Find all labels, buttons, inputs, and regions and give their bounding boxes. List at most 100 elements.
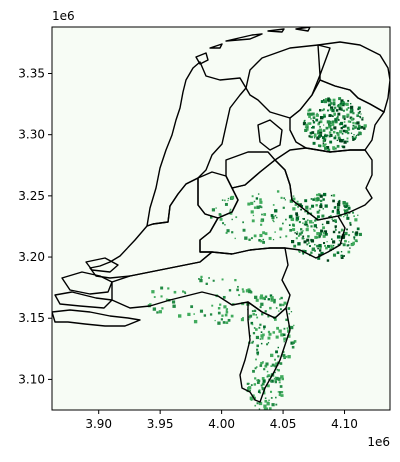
- x-tick-label: 4.05: [270, 417, 297, 431]
- raster-cell: [315, 204, 318, 207]
- raster-cell: [357, 133, 360, 136]
- raster-cell: [270, 397, 273, 399]
- raster-cell: [350, 109, 353, 112]
- raster-cell: [319, 194, 323, 198]
- raster-cell: [303, 218, 306, 220]
- raster-cell: [225, 321, 229, 325]
- raster-cell: [274, 231, 276, 233]
- raster-cell: [316, 232, 320, 236]
- raster-cell: [351, 127, 355, 130]
- raster-cell: [349, 247, 351, 249]
- raster-cell: [317, 122, 320, 126]
- raster-cell: [333, 206, 337, 209]
- raster-cell: [205, 282, 208, 285]
- raster-cell: [343, 140, 347, 144]
- raster-cell: [336, 117, 339, 120]
- raster-cell: [319, 109, 322, 112]
- raster-cell: [307, 109, 310, 112]
- raster-cell: [344, 211, 348, 215]
- raster-cell: [259, 306, 262, 309]
- raster-cell: [312, 121, 316, 124]
- raster-cell: [224, 224, 226, 226]
- raster-cell: [318, 235, 321, 238]
- raster-cell: [270, 380, 273, 383]
- x-tick-label: 4.10: [331, 417, 358, 431]
- raster-cell: [334, 147, 337, 150]
- raster-cell: [350, 243, 353, 247]
- raster-cell: [334, 106, 337, 109]
- raster-cell: [310, 118, 312, 120]
- raster-cell: [261, 382, 265, 386]
- raster-cell: [287, 307, 291, 310]
- raster-cell: [289, 199, 294, 203]
- raster-cell: [267, 298, 270, 301]
- raster-cell: [356, 121, 360, 125]
- raster-cell: [342, 145, 346, 149]
- raster-cell: [256, 316, 259, 319]
- raster-cell: [296, 219, 299, 221]
- raster-cell: [292, 341, 295, 345]
- raster-cell: [261, 377, 265, 380]
- raster-cell: [287, 355, 291, 359]
- raster-cell: [332, 194, 336, 197]
- raster-cell: [275, 362, 279, 366]
- raster-cell: [320, 229, 323, 233]
- raster-cell: [242, 290, 245, 293]
- raster-cell: [261, 387, 265, 391]
- raster-cell: [340, 242, 343, 245]
- raster-cell: [260, 223, 263, 226]
- raster-cell: [329, 127, 332, 130]
- raster-cell: [260, 219, 263, 223]
- raster-cell: [331, 108, 335, 113]
- raster-cell: [343, 255, 345, 257]
- raster-cell: [242, 221, 245, 224]
- raster-cell: [222, 222, 225, 225]
- raster-cell: [313, 133, 317, 137]
- raster-cell: [283, 301, 287, 305]
- province-boundaries: [52, 27, 390, 403]
- x-tick-label: 3.90: [85, 417, 112, 431]
- raster-cell: [331, 122, 335, 126]
- raster-cell: [327, 104, 330, 107]
- raster-cell: [310, 135, 313, 139]
- raster-cell: [359, 116, 362, 119]
- raster-cell: [342, 115, 346, 119]
- raster-cell: [357, 124, 361, 128]
- raster-cell: [283, 341, 285, 343]
- raster-cell: [337, 201, 341, 204]
- raster-cell: [337, 104, 340, 106]
- raster-cell: [343, 215, 345, 218]
- raster-cell: [325, 246, 328, 250]
- raster-cell: [337, 112, 341, 116]
- raster-cell: [340, 228, 344, 232]
- raster-cell: [295, 237, 298, 240]
- raster-cell: [291, 345, 295, 349]
- raster-cell: [278, 391, 282, 394]
- raster-cell: [260, 342, 263, 345]
- raster-cell: [255, 314, 257, 316]
- raster-cell: [346, 244, 349, 247]
- raster-cell: [257, 390, 261, 393]
- raster-cell: [264, 310, 267, 313]
- x-tick-label: 4.00: [208, 417, 235, 431]
- raster-cell: [307, 219, 309, 221]
- raster-cell: [330, 114, 333, 117]
- raster-cell: [339, 102, 342, 105]
- raster-cell: [317, 256, 321, 260]
- raster-cell: [182, 290, 185, 293]
- raster-cell: [219, 217, 223, 221]
- raster-cell: [338, 231, 341, 234]
- raster-cell: [255, 358, 257, 361]
- raster-cell: [262, 231, 266, 235]
- raster-cell: [322, 116, 325, 119]
- raster-cell: [284, 356, 286, 358]
- raster-cell: [256, 205, 260, 209]
- raster-cell: [257, 193, 260, 195]
- raster-cell: [251, 341, 254, 344]
- raster-cell: [308, 115, 311, 119]
- raster-cell: [222, 295, 226, 299]
- raster-cell: [280, 375, 284, 379]
- raster-cell: [165, 298, 169, 301]
- raster-cell: [324, 98, 328, 101]
- raster-cell: [339, 103, 343, 107]
